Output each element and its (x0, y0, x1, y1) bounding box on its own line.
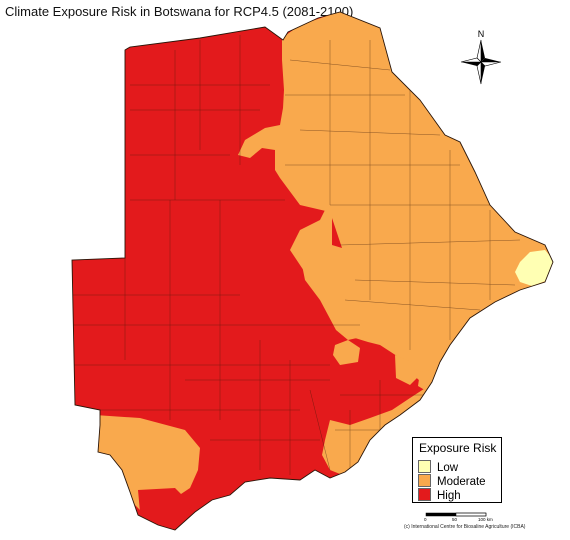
scale-tick-0: 0 (424, 517, 427, 522)
map-title: Climate Exposure Risk in Botswana for RC… (5, 4, 354, 19)
legend-label-high: High (437, 490, 461, 502)
scale-bar (425, 512, 487, 517)
legend-swatch-high (418, 488, 431, 501)
north-arrow: N (460, 29, 502, 85)
country-outline (71, 11, 554, 531)
district-boundaries (72, 35, 521, 480)
region-low (515, 250, 553, 286)
legend-swatch-moderate (418, 474, 431, 487)
scale-tick-50: 50 (452, 517, 458, 522)
legend-title: Exposure Risk (419, 441, 497, 455)
legend-label-low: Low (437, 462, 459, 474)
legend: Exposure Risk Low Moderate High (412, 437, 502, 503)
legend-item-high: High (418, 488, 461, 502)
scale-tick-100: 100 km (478, 517, 493, 522)
credit-text: (c) International Centre for Biosaline A… (404, 524, 526, 530)
legend-item-low: Low (418, 460, 458, 474)
legend-label-moderate: Moderate (437, 476, 486, 488)
north-label: N (478, 29, 485, 39)
legend-item-moderate: Moderate (418, 474, 486, 488)
legend-swatch-low (418, 460, 431, 473)
